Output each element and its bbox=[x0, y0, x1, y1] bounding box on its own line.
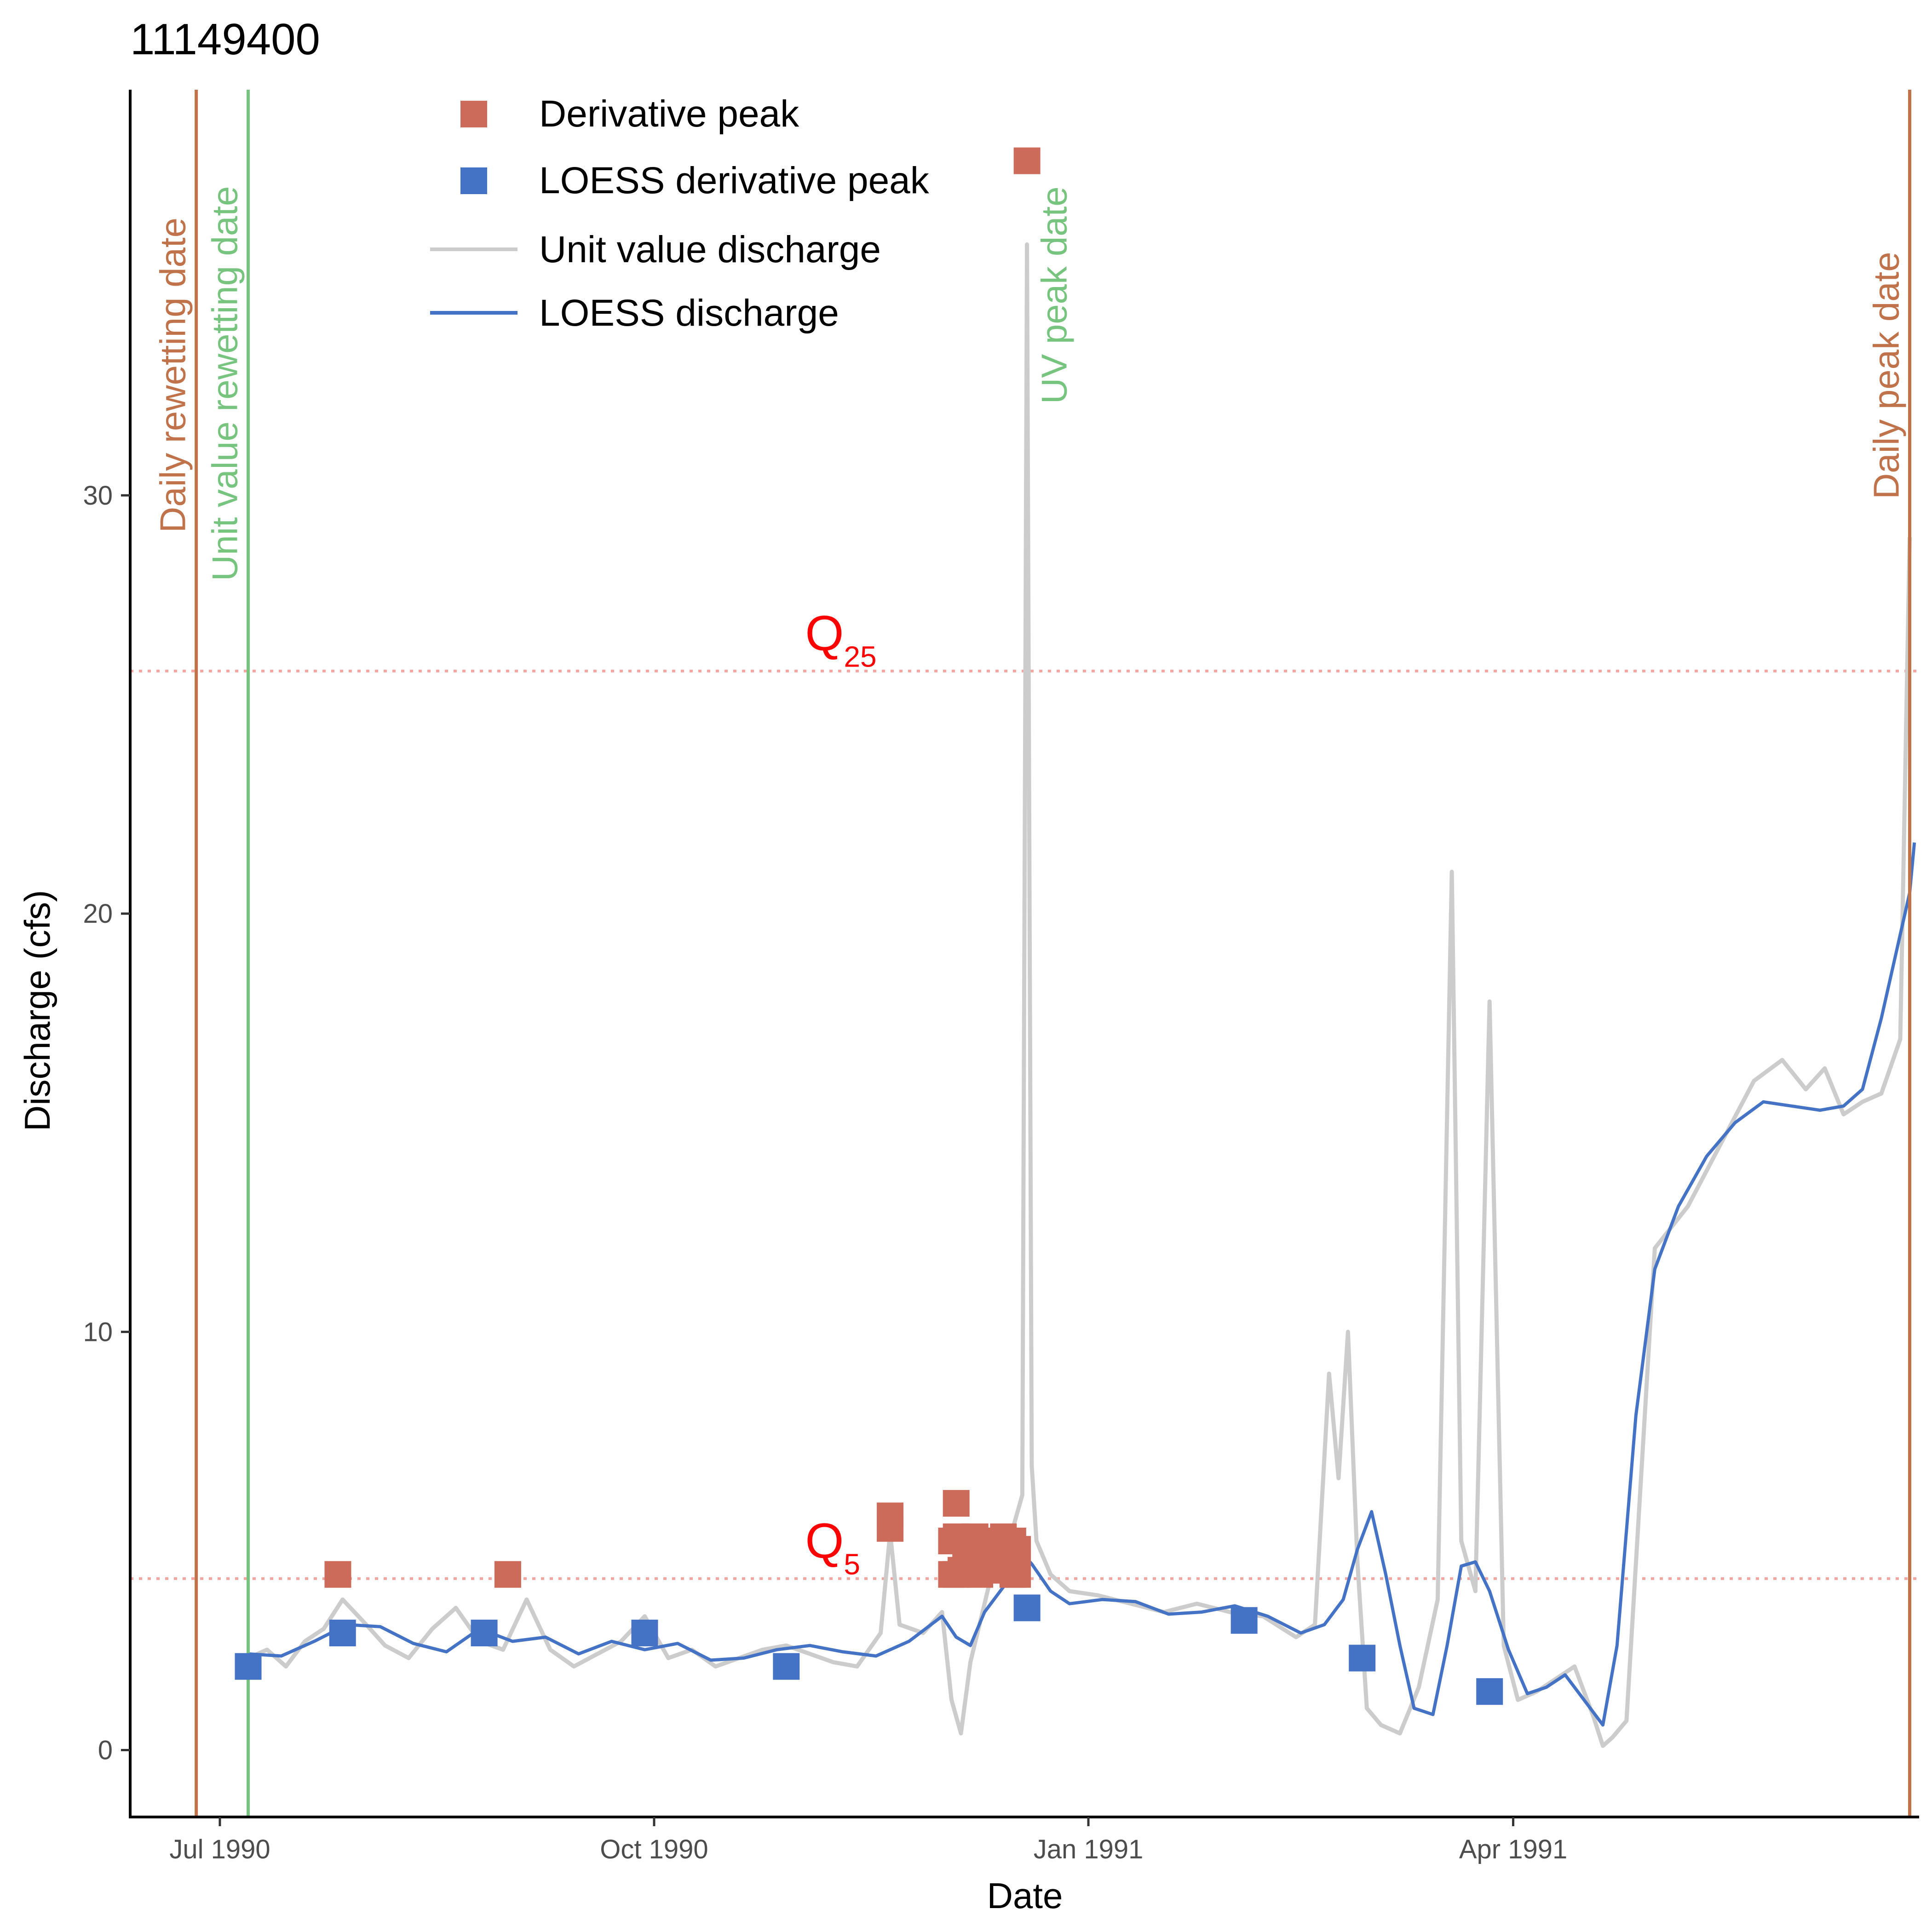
loess-derivative-peak-point bbox=[329, 1619, 356, 1646]
unit-value-discharge-line bbox=[247, 242, 1912, 1748]
x-tick-label: Jan 1991 bbox=[1034, 1834, 1144, 1864]
reference-label-name: Q bbox=[805, 605, 844, 661]
legend: Derivative peak LOESS derivative peak Unit… bbox=[430, 93, 930, 334]
y-tick-label: 10 bbox=[83, 1317, 113, 1347]
vertical-line-label-2: UV peak date bbox=[1034, 186, 1075, 404]
derivative-peak-point bbox=[943, 1490, 970, 1517]
loess-derivative-peak-point bbox=[1476, 1678, 1503, 1705]
loess-derivative-peak-point bbox=[1349, 1644, 1376, 1672]
y-axis-title: Discharge (cfs) bbox=[17, 890, 58, 1131]
y-tick-label: 0 bbox=[98, 1736, 113, 1765]
derivative-peak-point bbox=[324, 1561, 351, 1588]
x-axis-title: Date bbox=[987, 1875, 1063, 1916]
x-tick-label: Jul 1990 bbox=[169, 1834, 270, 1864]
legend-key-0 bbox=[460, 101, 487, 127]
derivative-peak-point bbox=[1013, 147, 1041, 174]
x-tick-label: Apr 1991 bbox=[1459, 1834, 1567, 1864]
loess-derivative-peak-point bbox=[235, 1653, 262, 1680]
legend-label-0: Derivative peak bbox=[539, 93, 799, 135]
reference-label-q5: Q5 bbox=[805, 1512, 860, 1581]
vertical-line-label-0: Daily rewetting date bbox=[153, 218, 193, 533]
reference-label-sub: 5 bbox=[844, 1547, 860, 1581]
derivative-peak-point bbox=[494, 1561, 521, 1588]
loess-derivative-peak-point bbox=[1230, 1607, 1258, 1634]
loess-derivative-peak-point bbox=[631, 1619, 658, 1646]
x-tick-label: Oct 1990 bbox=[600, 1834, 708, 1864]
plot-clipped bbox=[130, 242, 1919, 1748]
derivative-peak-point bbox=[1004, 1561, 1031, 1588]
vertical-line-label-3: Daily peak date bbox=[1866, 252, 1906, 499]
legend-label-3: LOESS discharge bbox=[539, 292, 839, 334]
loess-derivative-peak-point bbox=[471, 1619, 498, 1646]
chart-title: 11149400 bbox=[130, 15, 320, 64]
legend-label-2: Unit value discharge bbox=[539, 229, 881, 270]
legend-key-1 bbox=[460, 167, 487, 194]
reference-label-name: Q bbox=[805, 1512, 844, 1568]
derivative-peak-point bbox=[1004, 1536, 1031, 1563]
loess-derivative-peak-point bbox=[773, 1653, 800, 1680]
y-tick-label: 30 bbox=[83, 481, 113, 511]
reference-label-sub: 25 bbox=[844, 640, 876, 673]
legend-label-1: LOESS derivative peak bbox=[539, 160, 930, 201]
loess-derivative-peak-point bbox=[1013, 1594, 1041, 1622]
reference-label-q25: Q25 bbox=[805, 605, 876, 673]
y-tick-label: 20 bbox=[83, 899, 113, 929]
vertical-line-label-1: Unit value rewetting date bbox=[205, 186, 245, 581]
axes: 0 10 20 30 Jul 1990 Oct 1990 Jan 1991 Apr 1991 bbox=[83, 90, 1919, 1864]
derivative-peak-point bbox=[877, 1502, 904, 1530]
